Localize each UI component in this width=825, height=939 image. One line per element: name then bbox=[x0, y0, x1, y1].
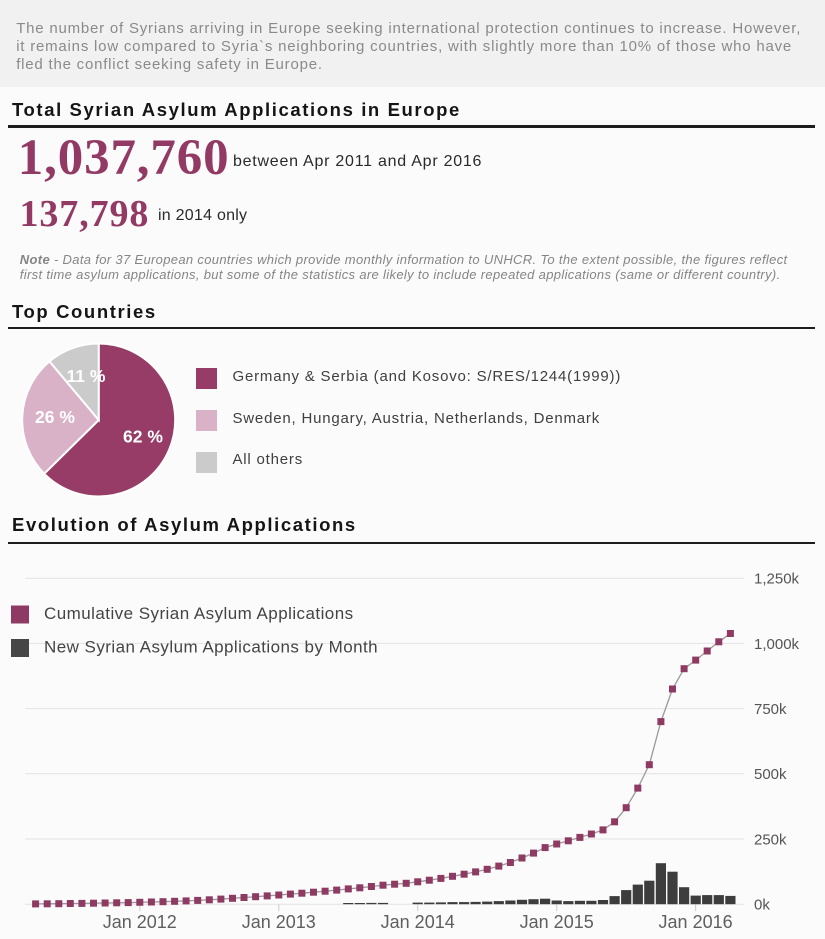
svg-text:Jan 2015: Jan 2015 bbox=[520, 912, 594, 932]
svg-text:Cumulative Syrian Asylum Appli: Cumulative Syrian Asylum Applications bbox=[44, 604, 354, 623]
svg-text:Jan 2016: Jan 2016 bbox=[659, 912, 733, 932]
svg-text:1,250k: 1,250k bbox=[754, 571, 800, 588]
svg-text:750k: 750k bbox=[754, 701, 787, 718]
svg-text:26 %: 26 % bbox=[35, 407, 75, 427]
svg-text:Jan 2014: Jan 2014 bbox=[381, 912, 455, 932]
svg-text:Jan 2012: Jan 2012 bbox=[103, 912, 177, 932]
svg-text:500k: 500k bbox=[754, 766, 787, 783]
svg-text:0k: 0k bbox=[754, 897, 770, 914]
svg-text:11 %: 11 % bbox=[67, 366, 106, 386]
svg-text:62 %: 62 % bbox=[123, 427, 163, 447]
svg-text:1,000k: 1,000k bbox=[754, 636, 800, 653]
svg-text:New Syrian Asylum Applications: New Syrian Asylum Applications by Month bbox=[44, 637, 378, 656]
svg-text:Jan 2013: Jan 2013 bbox=[242, 912, 316, 932]
svg-text:250k: 250k bbox=[754, 831, 787, 848]
